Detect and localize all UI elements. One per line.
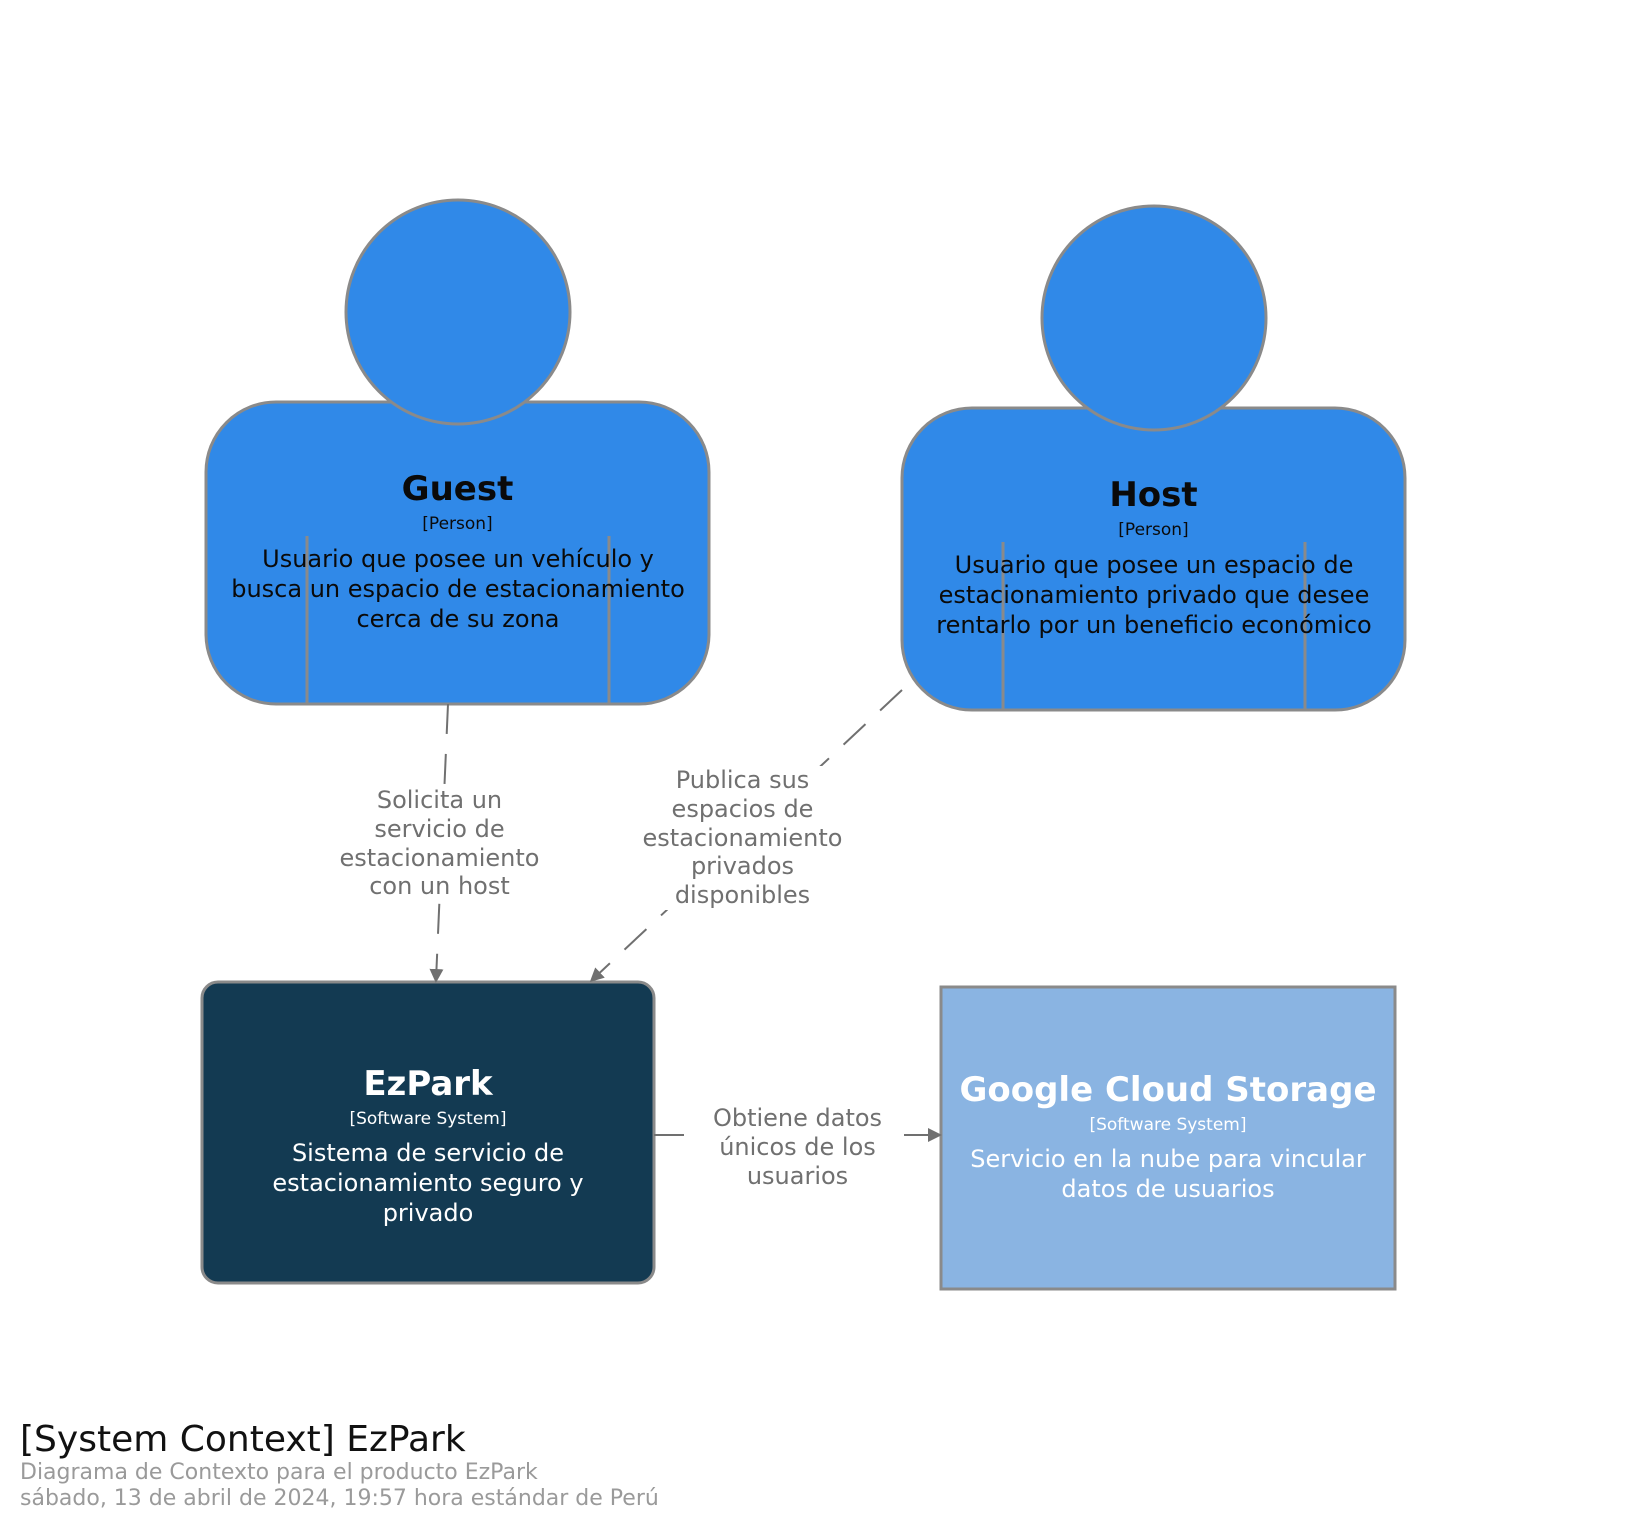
ezpark-to-gcs-label: Obtiene datos únicos de los usuarios xyxy=(700,1104,895,1191)
guest-type-tag: [Person] xyxy=(422,514,493,534)
gcs-system-box[interactable] xyxy=(939,985,1397,1291)
guest-title: Guest xyxy=(401,469,514,509)
ezpark-system-box[interactable] xyxy=(200,980,656,1285)
gcs-type-tag: [Software System] xyxy=(1089,1115,1247,1135)
ezpark-type-tag: [Software System] xyxy=(349,1109,507,1129)
guest-person-shape[interactable] xyxy=(204,198,711,706)
gcs-description: Servicio en la nube para vincular datos … xyxy=(970,1145,1366,1203)
host-person-shape[interactable] xyxy=(900,204,1407,712)
host-description: Usuario que posee un espacio de estacion… xyxy=(936,551,1372,639)
host-type-tag: [Person] xyxy=(1118,520,1189,540)
caption-title: [System Context] EzPark xyxy=(20,1419,466,1460)
host-to-ezpark-label: Publica sus espacios de estacionamiento … xyxy=(640,766,845,910)
guest-to-ezpark-label: Solicita un servicio de estacionamiento … xyxy=(337,786,542,902)
diagram-caption: [System Context] EzPark Diagrama de Cont… xyxy=(20,1420,659,1512)
gcs-title: Google Cloud Storage xyxy=(959,1070,1377,1110)
ezpark-description: Sistema de servicio de estacionamiento s… xyxy=(272,1139,584,1227)
caption-subtitle: Diagrama de Contexto para el producto Ez… xyxy=(20,1459,538,1485)
guest-description: Usuario que posee un vehículo y busca un… xyxy=(231,545,685,633)
caption-timestamp: sábado, 13 de abril de 2024, 19:57 hora … xyxy=(20,1485,659,1511)
host-title: Host xyxy=(1109,475,1198,515)
ezpark-title: EzPark xyxy=(363,1064,493,1104)
